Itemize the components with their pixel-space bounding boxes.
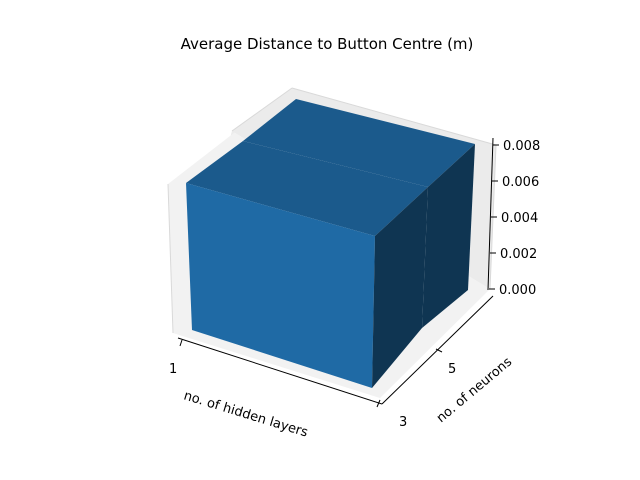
chart-grid [167,87,497,334]
bar-front-top [186,141,428,236]
bar-back-side [422,144,475,328]
chart-title: Average Distance to Button Centre (m) [181,35,474,53]
z-tick-label: 0.006 [502,175,539,190]
z-axis-line [487,137,494,291]
z-tick-label: 0.000 [499,283,536,298]
x-tick-label: 1 [169,362,177,377]
z-tick-label: 0.002 [500,247,537,262]
y-ticks [435,348,443,353]
x-tick-mark [376,399,381,408]
grid-line [231,87,293,132]
bar-front-front [186,183,375,388]
x-axis-label: no. of hidden layers [182,388,310,440]
y-axis-label: no. of neurons [434,354,515,426]
x-axis-line [177,337,383,405]
z-tick-label: 0.008 [503,139,540,154]
bar-back-top [243,99,475,187]
z-tick-label: 0.004 [501,211,538,226]
y-tick-label: 5 [448,362,456,377]
grid-line [291,87,497,146]
bar-front-side [372,187,428,388]
x-tick-label: 3 [399,415,407,430]
y-tick-mark [435,348,443,353]
x-tick-mark [179,339,183,347]
z-ticks [489,144,499,290]
grid-line [167,183,174,334]
x-ticks [179,339,381,408]
bars-group [186,99,475,388]
